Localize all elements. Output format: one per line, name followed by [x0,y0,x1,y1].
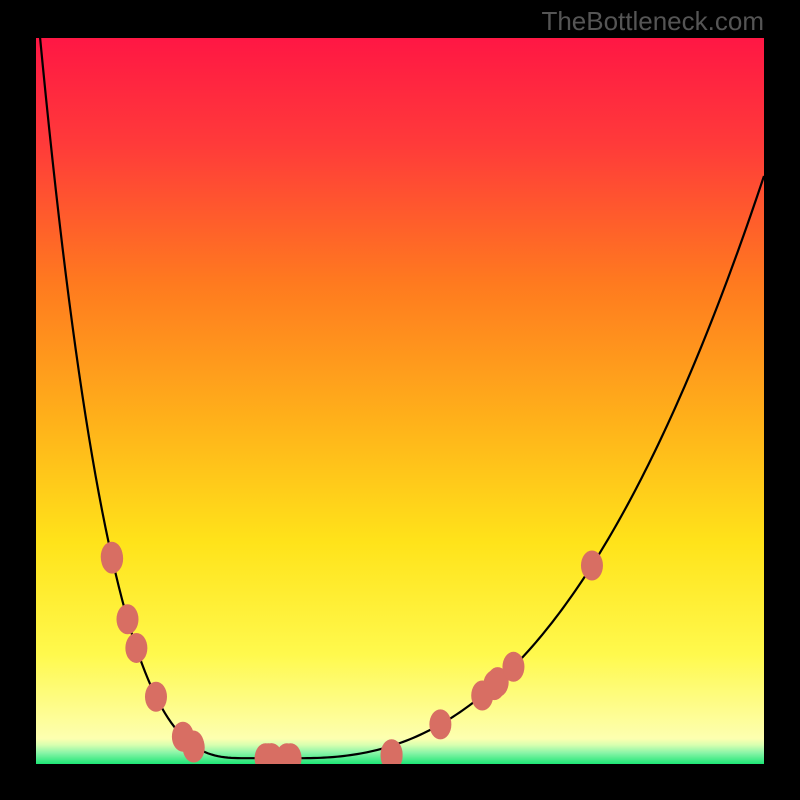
curve-marker [101,544,123,574]
curve-marker [471,680,493,710]
curve-marker [172,722,194,752]
curve-marker [125,633,147,663]
curve-marker [502,652,524,682]
curve-marker [261,743,283,773]
curve-marker [145,682,167,712]
curve-marker [581,551,603,581]
curve-marker [116,604,138,634]
chart-svg [0,0,800,800]
curve-marker [280,743,302,773]
curve-marker [429,709,451,739]
watermark-text: TheBottleneck.com [541,6,764,37]
curve-marker [381,739,403,769]
